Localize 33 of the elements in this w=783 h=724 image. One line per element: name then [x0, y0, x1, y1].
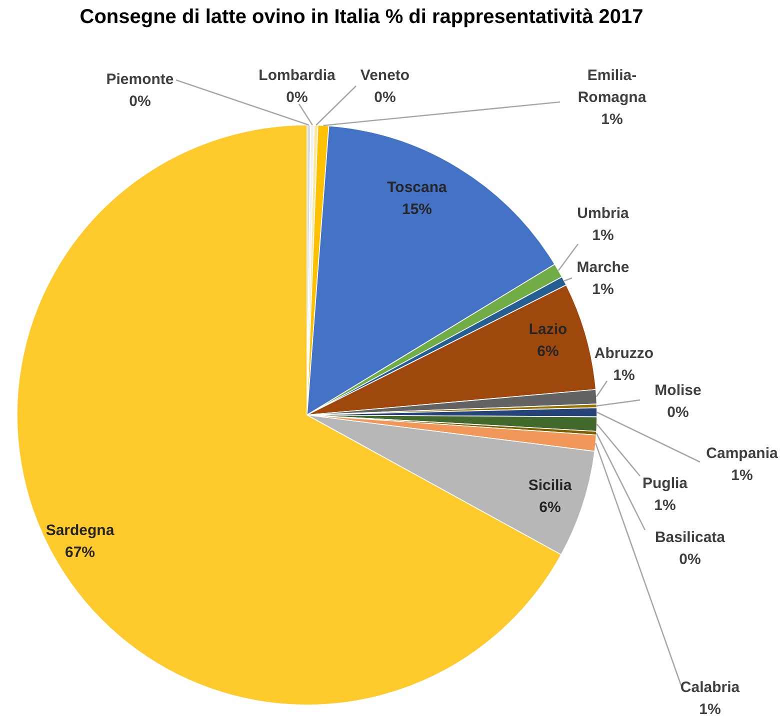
data-label: 1%: [601, 111, 623, 128]
slice-label: Sardegna: [46, 522, 115, 539]
slice-label: Piemonte: [106, 71, 174, 88]
data-label: 1%: [731, 467, 753, 484]
chart-title: Consegne di latte ovino in Italia % di rappresentatività 2017: [78, 6, 644, 29]
data-label: 0%: [129, 93, 151, 110]
slice-label: Umbria: [577, 205, 630, 222]
data-label: 0%: [286, 89, 308, 106]
data-label: 0%: [374, 89, 396, 106]
slice-label: Lazio: [528, 321, 568, 338]
data-label: 15%: [402, 201, 432, 218]
slice-label: Marche: [576, 259, 630, 276]
data-label: 1%: [592, 227, 614, 244]
data-label: 6%: [539, 499, 561, 516]
data-label: 67%: [64, 544, 96, 561]
data-label: 1%: [613, 367, 635, 384]
data-label: 0%: [679, 551, 701, 568]
data-label: 1%: [654, 497, 676, 514]
slice-label: Puglia: [642, 475, 688, 492]
slice-label: Emilia-Romagna: [578, 67, 647, 106]
slice-label: Campania: [706, 445, 778, 462]
data-label: 1%: [592, 281, 614, 298]
slice-label: Basilicata: [654, 529, 726, 546]
data-label: 0%: [667, 404, 689, 421]
slice-label: Veneto: [360, 67, 410, 84]
slice-label: Molise: [654, 382, 702, 399]
slice-label: Toscana: [387, 179, 448, 196]
slice-label: Lombardia: [258, 67, 336, 84]
slice-label: Sicilia: [528, 477, 572, 494]
slice-label: Calabria: [680, 679, 740, 696]
data-label: 6%: [537, 343, 559, 360]
slice-label: Abruzzo: [594, 345, 654, 362]
data-label: 1%: [699, 701, 721, 718]
